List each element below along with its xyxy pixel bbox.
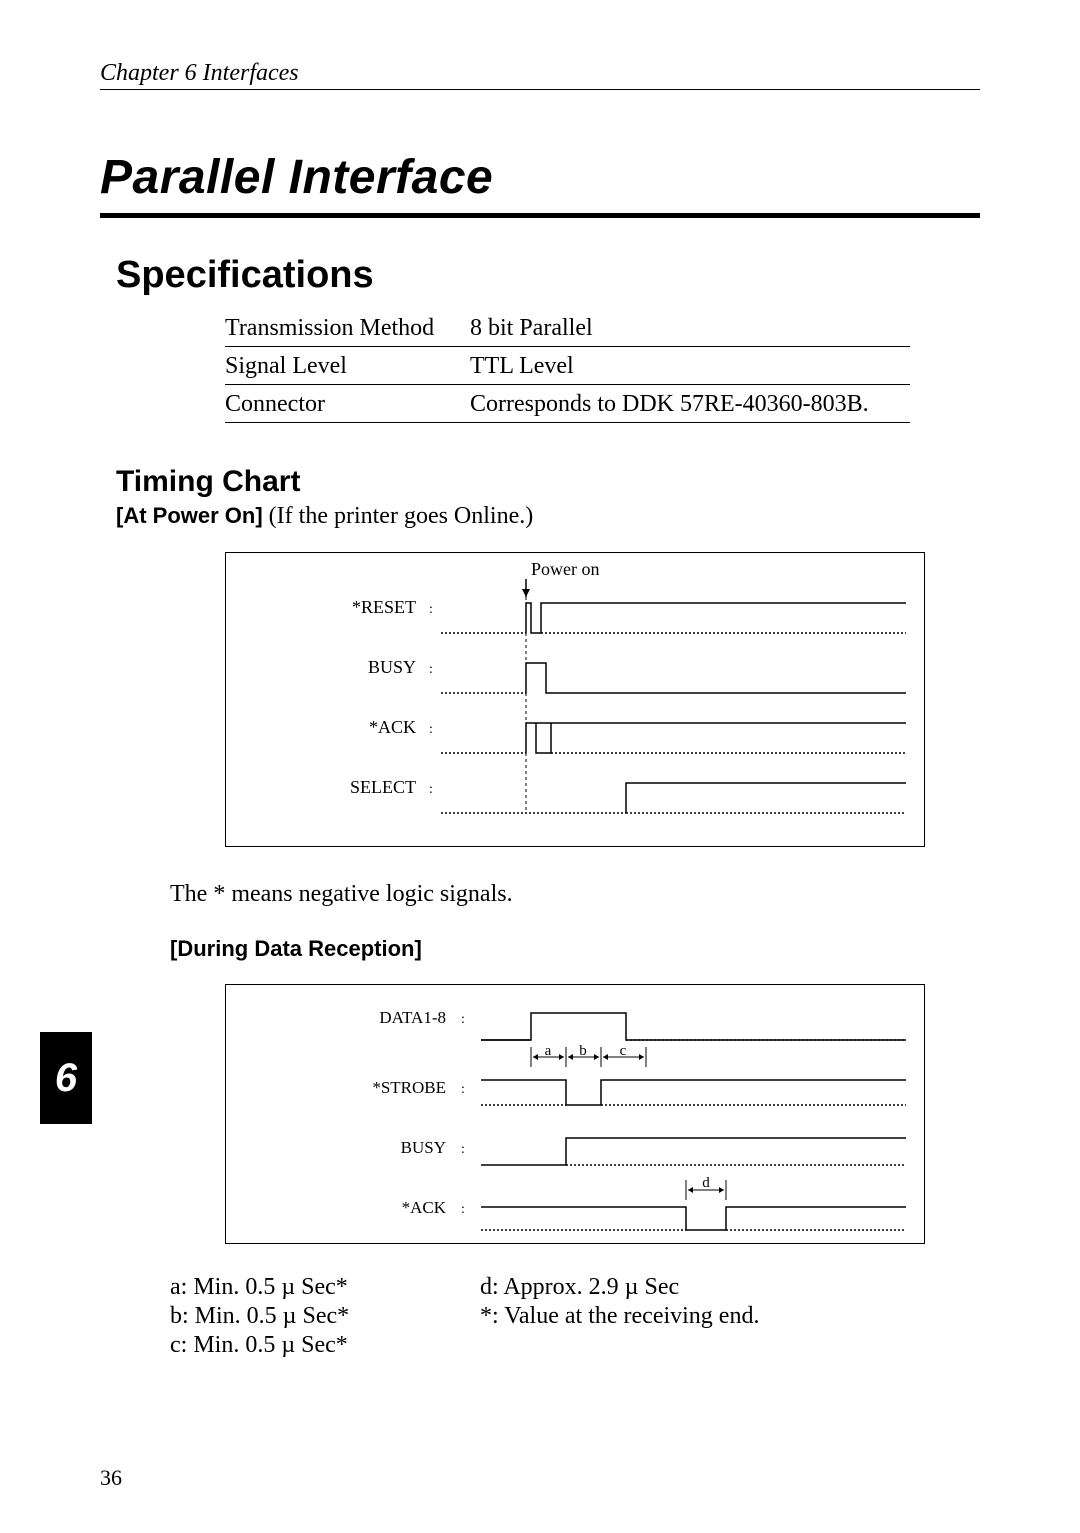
- section-specifications-title: Specifications: [116, 254, 980, 297]
- legend-item: a: Min. 0.5 µ Sec*: [170, 1274, 480, 1301]
- chapter-header: Chapter 6 Interfaces: [100, 60, 980, 90]
- timing-diagram-reception: DATA1-8 : a b c *STROBE :: [225, 984, 925, 1244]
- spec-val: TTL Level: [470, 347, 910, 385]
- signal-label: BUSY: [368, 657, 416, 677]
- spec-val: 8 bit Parallel: [470, 309, 910, 347]
- poweron-caption-rest: (If the printer goes Online.): [263, 503, 534, 529]
- signal-label: *ACK: [402, 1198, 447, 1217]
- page-title: Parallel Interface: [100, 150, 980, 205]
- spec-val: Corresponds to DDK 57RE-40360-803B.: [470, 385, 910, 423]
- timing-diagram-poweron: Power on *RESET : BUSY : *ACK : SELECT :: [225, 552, 925, 847]
- svg-text::: :: [461, 1082, 465, 1097]
- page-number: 36: [100, 1465, 122, 1491]
- signal-label: *ACK: [369, 717, 416, 737]
- svg-text::: :: [429, 722, 433, 737]
- svg-text::: :: [461, 1202, 465, 1217]
- svg-text::: :: [429, 662, 433, 677]
- svg-text::: :: [429, 602, 433, 617]
- svg-text::: :: [461, 1012, 465, 1027]
- legend-item: b: Min. 0.5 µ Sec*: [170, 1303, 480, 1330]
- legend-item: d: Approx. 2.9 µ Sec: [480, 1274, 759, 1301]
- table-row: ConnectorCorresponds to DDK 57RE-40360-8…: [225, 385, 910, 423]
- poweron-caption-bold: [At Power On]: [116, 503, 263, 528]
- title-rule: [100, 213, 980, 218]
- svg-text::: :: [429, 782, 433, 797]
- table-row: Transmission Method8 bit Parallel: [225, 309, 910, 347]
- spec-key: Transmission Method: [225, 309, 470, 347]
- svg-text:c: c: [620, 1043, 627, 1059]
- power-on-label: Power on: [531, 559, 600, 579]
- svg-text::: :: [461, 1142, 465, 1157]
- signal-label: BUSY: [401, 1138, 446, 1157]
- svg-text:d: d: [702, 1175, 710, 1191]
- section-timing-title: Timing Chart: [116, 465, 980, 499]
- signal-label: SELECT: [350, 777, 416, 797]
- signal-label: *STROBE: [372, 1078, 446, 1097]
- signal-label: *RESET: [352, 597, 416, 617]
- spec-key: Connector: [225, 385, 470, 423]
- signal-label: DATA1-8: [379, 1008, 446, 1027]
- svg-text:b: b: [579, 1043, 587, 1059]
- legend-item: *: Value at the receiving end.: [480, 1303, 759, 1330]
- timing-legend: a: Min. 0.5 µ Sec* b: Min. 0.5 µ Sec* c:…: [170, 1274, 980, 1361]
- reception-caption: [During Data Reception]: [170, 936, 980, 962]
- negative-logic-note: The * means negative logic signals.: [170, 881, 980, 908]
- spec-key: Signal Level: [225, 347, 470, 385]
- svg-text:a: a: [545, 1043, 552, 1059]
- poweron-caption: [At Power On] (If the printer goes Onlin…: [116, 503, 980, 530]
- legend-item: c: Min. 0.5 µ Sec*: [170, 1332, 480, 1359]
- chapter-tab: 6: [40, 1032, 92, 1124]
- table-row: Signal LevelTTL Level: [225, 347, 910, 385]
- specifications-table: Transmission Method8 bit Parallel Signal…: [225, 309, 910, 423]
